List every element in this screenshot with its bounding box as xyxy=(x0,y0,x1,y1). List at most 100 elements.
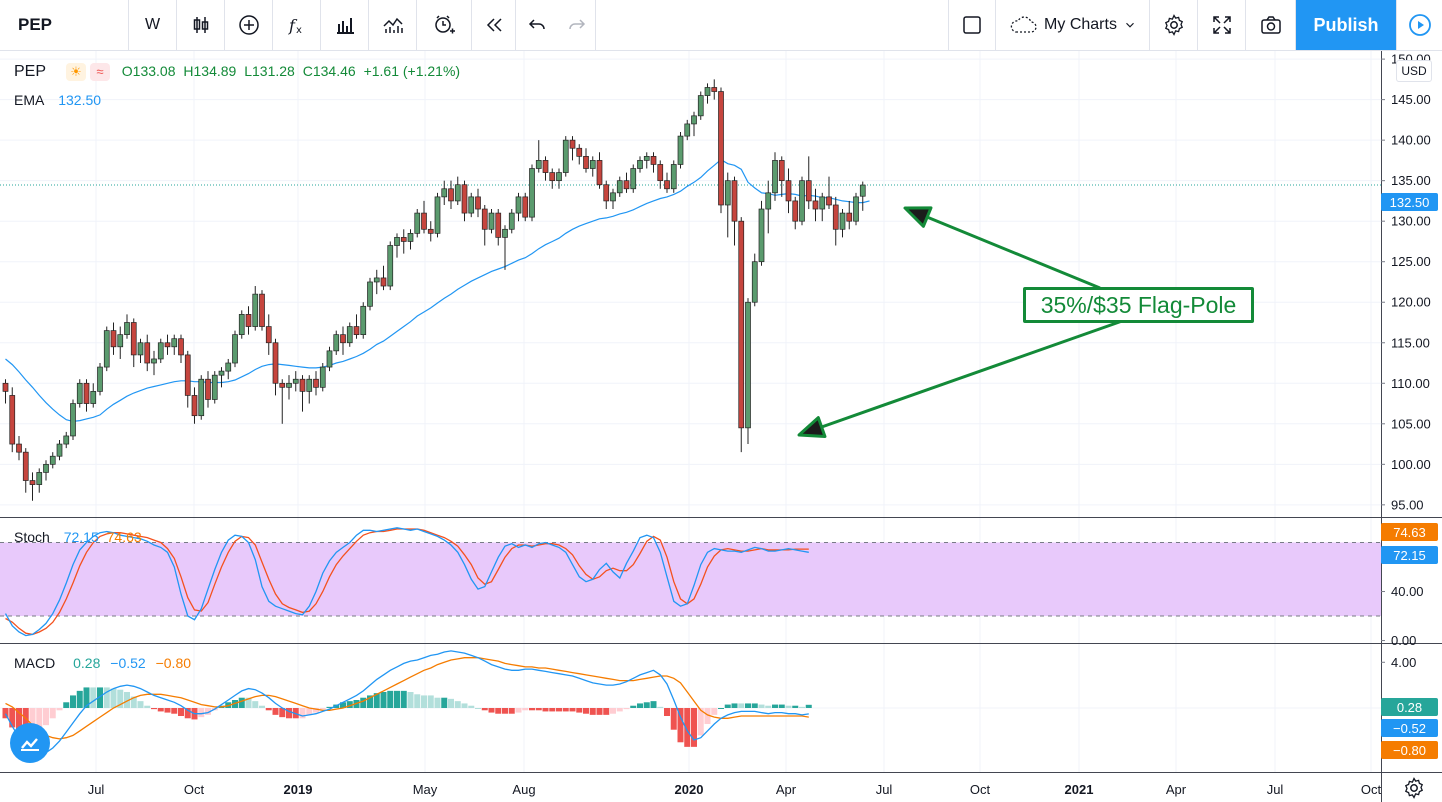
stoch-k-path xyxy=(4,527,809,637)
macd-hist-bar xyxy=(562,708,569,712)
candle-body xyxy=(853,196,859,222)
candle-body xyxy=(812,200,819,210)
annotation-arrow-line xyxy=(904,206,1101,290)
chevron-down-icon xyxy=(1126,22,1134,28)
ideas-button[interactable] xyxy=(369,0,417,50)
candle-body xyxy=(616,180,623,194)
macd-hist-bar xyxy=(805,704,812,708)
macd-hist-bar xyxy=(2,708,9,719)
macd-hist-bar xyxy=(56,708,63,711)
stoch-d-badge: 74.63 xyxy=(1381,523,1438,541)
macd-hist-bar xyxy=(745,703,751,708)
macd-hist-bar xyxy=(313,708,319,713)
candle-body xyxy=(562,139,569,173)
candle-body xyxy=(549,172,556,182)
bar-style-button[interactable] xyxy=(177,0,225,50)
macd-pane xyxy=(2,650,812,755)
ema-line xyxy=(5,158,870,423)
flag-pole-callout[interactable]: 35%/$35 Flag-Pole xyxy=(1023,287,1254,323)
macd-hist-bar xyxy=(596,708,603,715)
candle-body xyxy=(36,472,43,485)
macd-hist-bar xyxy=(63,702,70,708)
compare-button[interactable] xyxy=(225,0,273,50)
svg-text:f: f xyxy=(288,16,298,35)
macd-hist-bar xyxy=(319,708,326,710)
macd-hist-bar xyxy=(677,708,684,743)
macd-hist-bar xyxy=(650,701,657,708)
candle-body xyxy=(144,342,151,364)
macd-hist-bar xyxy=(529,708,535,711)
macd-hist-bar xyxy=(738,703,745,708)
price-tick-label: 125.00 xyxy=(1391,254,1431,269)
chart-settings-button[interactable] xyxy=(1150,0,1198,50)
candle-body xyxy=(778,160,785,182)
macd-hist-bar xyxy=(90,687,97,708)
macd-hist-bar xyxy=(130,696,137,708)
price-axis[interactable]: 150.00145.00140.00135.00130.00125.00120.… xyxy=(1381,52,1431,762)
candle-body xyxy=(529,168,535,218)
macd-hist-bar xyxy=(103,687,110,708)
macd-hist-bar xyxy=(22,708,29,737)
macd-line-path xyxy=(4,650,809,755)
macd-hist-bar xyxy=(670,708,677,730)
macd-hist-bar xyxy=(664,708,670,716)
publish-button[interactable]: Publish xyxy=(1296,0,1396,50)
undo-button[interactable] xyxy=(516,0,558,50)
legend-close: C134.46 xyxy=(302,63,356,79)
ema-legend: EMA 132.50 xyxy=(14,92,101,108)
macd-legend: MACD 0.28 −0.52 −0.80 xyxy=(14,655,191,671)
tradingview-logo-button[interactable] xyxy=(10,723,50,763)
macd-line-badge: −0.52 xyxy=(1381,719,1438,737)
candle-body xyxy=(380,277,387,287)
macd-hist-bar xyxy=(157,708,164,712)
chart-canvas[interactable]: 150.00145.00140.00135.00130.00125.00120.… xyxy=(0,51,1442,802)
price-tick-label: 120.00 xyxy=(1391,295,1431,310)
interval-button[interactable]: W xyxy=(129,0,177,50)
candle-body xyxy=(515,196,522,214)
candle-body xyxy=(265,326,272,344)
fullscreen-button[interactable] xyxy=(1198,0,1246,50)
session-icons[interactable]: ☀ ≈ xyxy=(65,63,114,82)
grid xyxy=(0,51,1442,802)
candle-body xyxy=(326,350,333,368)
candle-body xyxy=(799,180,805,222)
candle-body xyxy=(522,196,529,218)
my-charts-button[interactable]: My Charts xyxy=(996,0,1150,50)
macd-hist-bar xyxy=(657,706,664,708)
play-button[interactable] xyxy=(1396,0,1442,50)
time-axis[interactable]: Jul Oct 2019 May Aug 2020 Apr Jul Oct 2021 Apr Jul O… xyxy=(88,782,1382,797)
currency-label[interactable]: USD xyxy=(1396,60,1432,82)
axis-settings-icon[interactable] xyxy=(1402,776,1426,800)
stoch-label: Stoch xyxy=(14,529,50,545)
candle-body xyxy=(738,220,745,429)
macd-hist-bar xyxy=(772,704,778,708)
annotation-arrow-head xyxy=(903,206,933,228)
redo-button[interactable] xyxy=(558,0,596,50)
replay-button[interactable] xyxy=(472,0,516,50)
macd-hist-bar xyxy=(542,708,549,712)
macd-hist-bar xyxy=(751,703,758,708)
candle-body xyxy=(346,326,353,344)
alert-button[interactable] xyxy=(417,0,472,50)
candle-body xyxy=(2,382,9,392)
macd-hist-bar xyxy=(29,708,36,736)
macd-hist-bar xyxy=(765,705,772,708)
macd-signal-badge: −0.80 xyxy=(1381,741,1438,759)
ema-value: 132.50 xyxy=(58,92,102,108)
candle-body xyxy=(360,305,367,336)
macd-hist-bar xyxy=(495,708,502,714)
financials-button[interactable] xyxy=(321,0,369,50)
macd-hist-bar xyxy=(373,693,380,708)
snapshot-button[interactable] xyxy=(1246,0,1296,50)
candle-body xyxy=(495,212,502,238)
macd-hist-bar xyxy=(367,695,373,708)
candle-body xyxy=(859,184,866,197)
time-label: May xyxy=(413,782,438,797)
symbol-search-button[interactable]: PEP xyxy=(0,0,129,50)
legend-change: +1.61 (+1.21%) xyxy=(363,63,461,79)
macd-hist-bar xyxy=(522,708,529,711)
candle-body xyxy=(826,196,832,206)
candle-body xyxy=(225,362,232,372)
layout-button[interactable] xyxy=(948,0,996,50)
